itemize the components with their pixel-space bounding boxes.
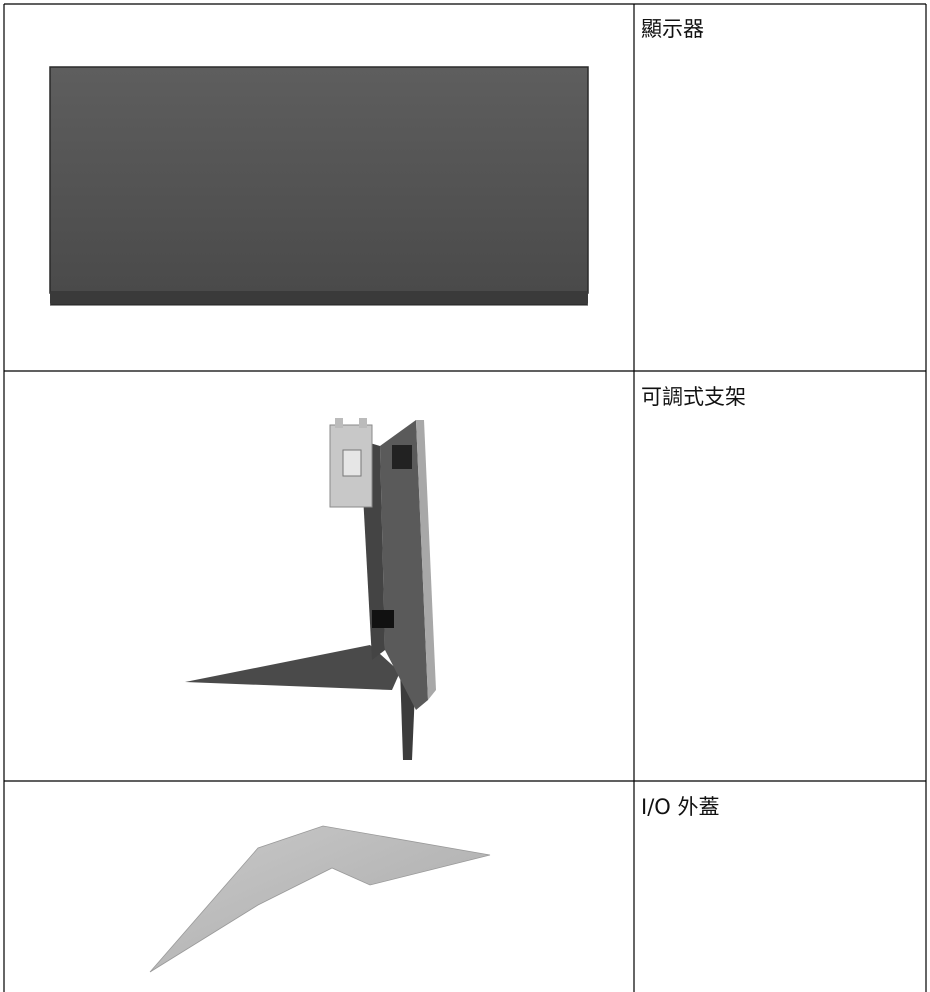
row-label: 可調式支架	[641, 385, 746, 409]
stand-image	[185, 418, 436, 760]
row-label: I/O 外蓋	[641, 795, 719, 819]
row-label: 顯示器	[641, 17, 704, 41]
monitor-image	[49, 66, 589, 306]
io-cover-image	[149, 825, 491, 973]
table-grid	[3, 3, 927, 992]
